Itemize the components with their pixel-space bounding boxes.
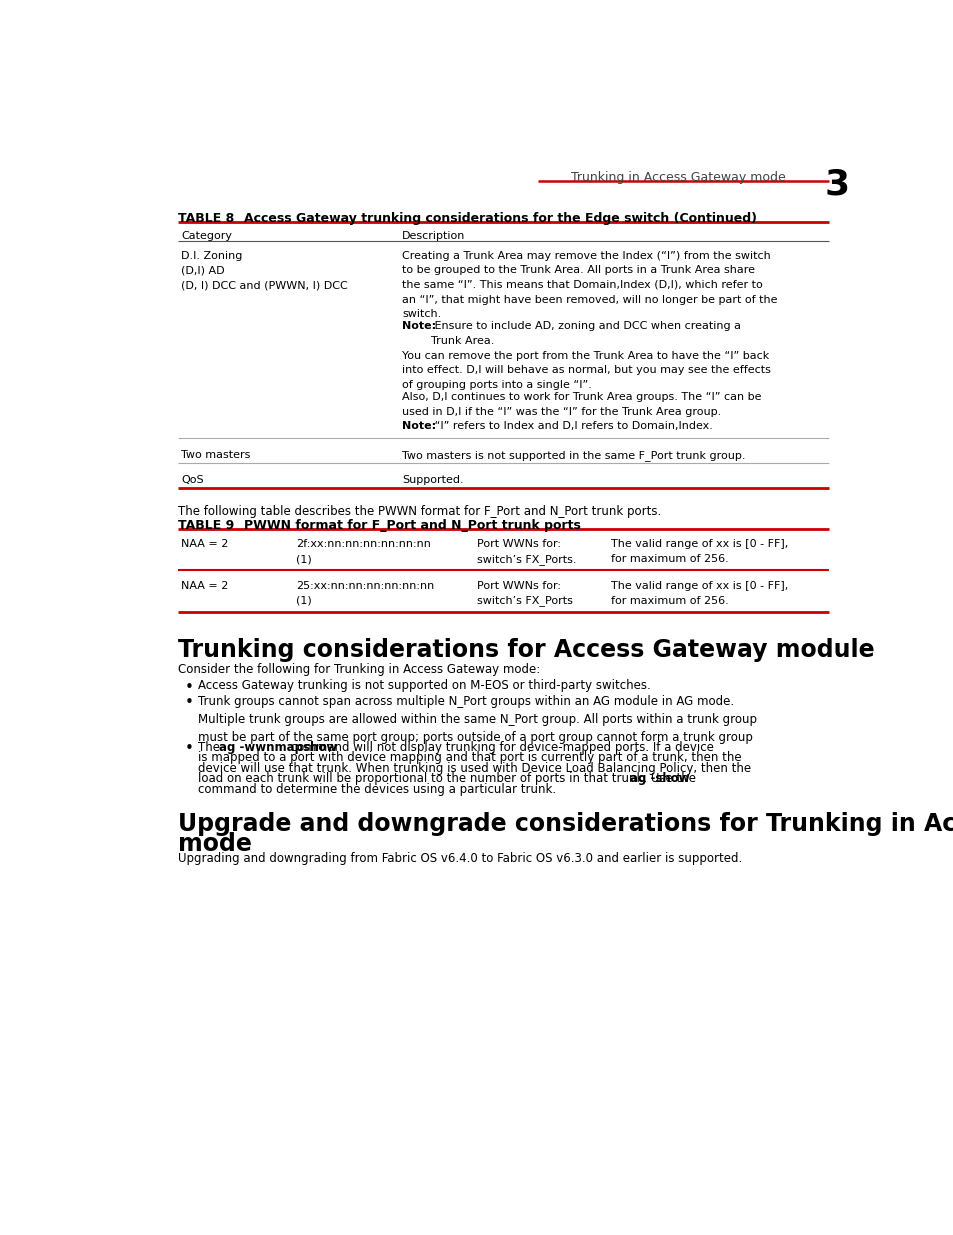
Text: PWWN format for F_Port and N_Port trunk ports: PWWN format for F_Port and N_Port trunk … bbox=[244, 520, 580, 532]
Text: You can remove the port from the Trunk Area to have the “I” back
into effect. D,: You can remove the port from the Trunk A… bbox=[402, 351, 770, 390]
Text: Category: Category bbox=[181, 231, 232, 241]
Text: •: • bbox=[184, 695, 193, 710]
Text: device will use that trunk. When trunking is used with Device Load Balancing Pol: device will use that trunk. When trunkin… bbox=[197, 762, 750, 774]
Text: NAA = 2: NAA = 2 bbox=[181, 540, 229, 550]
Text: mode: mode bbox=[178, 832, 252, 856]
Text: •: • bbox=[184, 741, 193, 756]
Text: The following table describes the PWWN format for F_Port and N_Port trunk ports.: The following table describes the PWWN f… bbox=[178, 505, 660, 517]
Text: TABLE 9: TABLE 9 bbox=[178, 520, 234, 532]
Text: load on each trunk will be proportional to the number of ports in that trunk. Us: load on each trunk will be proportional … bbox=[197, 772, 699, 785]
Text: 3: 3 bbox=[823, 168, 849, 201]
Text: 2f:xx:nn:nn:nn:nn:nn:nn
(1): 2f:xx:nn:nn:nn:nn:nn:nn (1) bbox=[295, 540, 431, 564]
Text: Access Gateway trunking is not supported on M-EOS or third-party switches.: Access Gateway trunking is not supported… bbox=[197, 679, 650, 693]
Text: ag -show: ag -show bbox=[629, 772, 689, 785]
Text: Also, D,I continues to work for Trunk Area groups. The “I” can be
used in D,I if: Also, D,I continues to work for Trunk Ar… bbox=[402, 393, 760, 417]
Text: Port WWNs for:
switch’s FX_Ports.: Port WWNs for: switch’s FX_Ports. bbox=[476, 540, 577, 564]
Text: Ensure to include AD, zoning and DCC when creating a
Trunk Area.: Ensure to include AD, zoning and DCC whe… bbox=[431, 321, 740, 346]
Text: is mapped to a port with device mapping and that port is currently part of a tru: is mapped to a port with device mapping … bbox=[197, 751, 740, 764]
Text: Trunk groups cannot span across multiple N_Port groups within an AG module in AG: Trunk groups cannot span across multiple… bbox=[197, 695, 756, 745]
Text: Note:: Note: bbox=[402, 421, 436, 431]
Text: Upgrading and downgrading from Fabric OS v6.4.0 to Fabric OS v6.3.0 and earlier : Upgrading and downgrading from Fabric OS… bbox=[178, 852, 741, 864]
Text: The: The bbox=[197, 741, 223, 755]
Text: Trunking in Access Gateway mode: Trunking in Access Gateway mode bbox=[571, 172, 785, 184]
Text: 25:xx:nn:nn:nn:nn:nn:nn
(1): 25:xx:nn:nn:nn:nn:nn:nn (1) bbox=[295, 580, 434, 605]
Text: D.I. Zoning
(D,I) AD
(D, I) DCC and (PWWN, I) DCC: D.I. Zoning (D,I) AD (D, I) DCC and (PWW… bbox=[181, 251, 348, 290]
Text: Consider the following for Trunking in Access Gateway mode:: Consider the following for Trunking in A… bbox=[178, 662, 539, 676]
Text: Note:: Note: bbox=[402, 321, 436, 331]
Text: NAA = 2: NAA = 2 bbox=[181, 580, 229, 590]
Text: Port WWNs for:
switch’s FX_Ports: Port WWNs for: switch’s FX_Ports bbox=[476, 580, 573, 606]
Text: Access Gateway trunking considerations for the Edge switch (Continued): Access Gateway trunking considerations f… bbox=[244, 212, 757, 225]
Text: TABLE 8: TABLE 8 bbox=[178, 212, 234, 225]
Text: ag -wwnmapshow: ag -wwnmapshow bbox=[219, 741, 337, 755]
Text: QoS: QoS bbox=[181, 474, 204, 484]
Text: Supported.: Supported. bbox=[402, 474, 463, 484]
Text: The valid range of xx is [0 - FF],
for maximum of 256.: The valid range of xx is [0 - FF], for m… bbox=[611, 580, 788, 605]
Text: command will not display trunking for device-mapped ports. If a device: command will not display trunking for de… bbox=[287, 741, 714, 755]
Text: Two masters is not supported in the same F_Port trunk group.: Two masters is not supported in the same… bbox=[402, 450, 745, 461]
Text: Trunking considerations for Access Gateway module: Trunking considerations for Access Gatew… bbox=[178, 638, 874, 662]
Text: command to determine the devices using a particular trunk.: command to determine the devices using a… bbox=[197, 783, 555, 795]
Text: Description: Description bbox=[402, 231, 465, 241]
Text: Two masters: Two masters bbox=[181, 450, 251, 461]
Text: Upgrade and downgrade considerations for Trunking in Access Gateway: Upgrade and downgrade considerations for… bbox=[178, 811, 953, 836]
Text: The valid range of xx is [0 - FF],
for maximum of 256.: The valid range of xx is [0 - FF], for m… bbox=[611, 540, 788, 564]
Text: •: • bbox=[184, 679, 193, 694]
Text: “I” refers to Index and D,I refers to Domain,Index.: “I” refers to Index and D,I refers to Do… bbox=[431, 421, 712, 431]
Text: Creating a Trunk Area may remove the Index (“I”) from the switch
to be grouped t: Creating a Trunk Area may remove the Ind… bbox=[402, 251, 777, 319]
